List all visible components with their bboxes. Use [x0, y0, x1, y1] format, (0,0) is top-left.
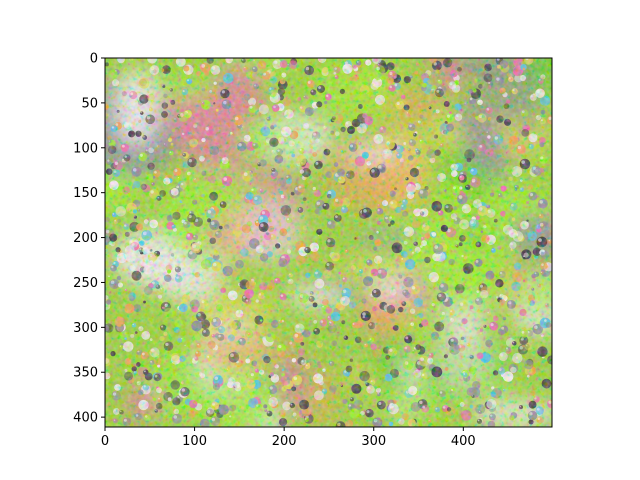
y-axis: 0 50 100 150 200 250 300 350 400	[73, 52, 105, 426]
y-tick-label: 250	[73, 276, 98, 291]
x-axis: 0 100 200 300 400	[101, 427, 476, 449]
y-tick-label: 350	[73, 366, 98, 381]
x-tick-label: 400	[451, 434, 476, 449]
y-tick-label: 100	[73, 141, 98, 156]
y-tick-label: 50	[81, 96, 98, 111]
image-noise-texture	[105, 58, 552, 427]
y-tick-label: 0	[90, 52, 98, 67]
y-tick-label: 200	[73, 231, 98, 246]
axes-frame	[104, 57, 553, 428]
x-tick-label: 100	[182, 434, 207, 449]
y-tick-label: 400	[73, 411, 98, 426]
y-tick-label: 150	[73, 186, 98, 201]
y-tick-label: 300	[73, 321, 98, 336]
x-tick-label: 200	[272, 434, 297, 449]
plot-area	[105, 58, 552, 427]
x-tick-label: 300	[361, 434, 386, 449]
x-tick-label: 0	[101, 434, 109, 449]
